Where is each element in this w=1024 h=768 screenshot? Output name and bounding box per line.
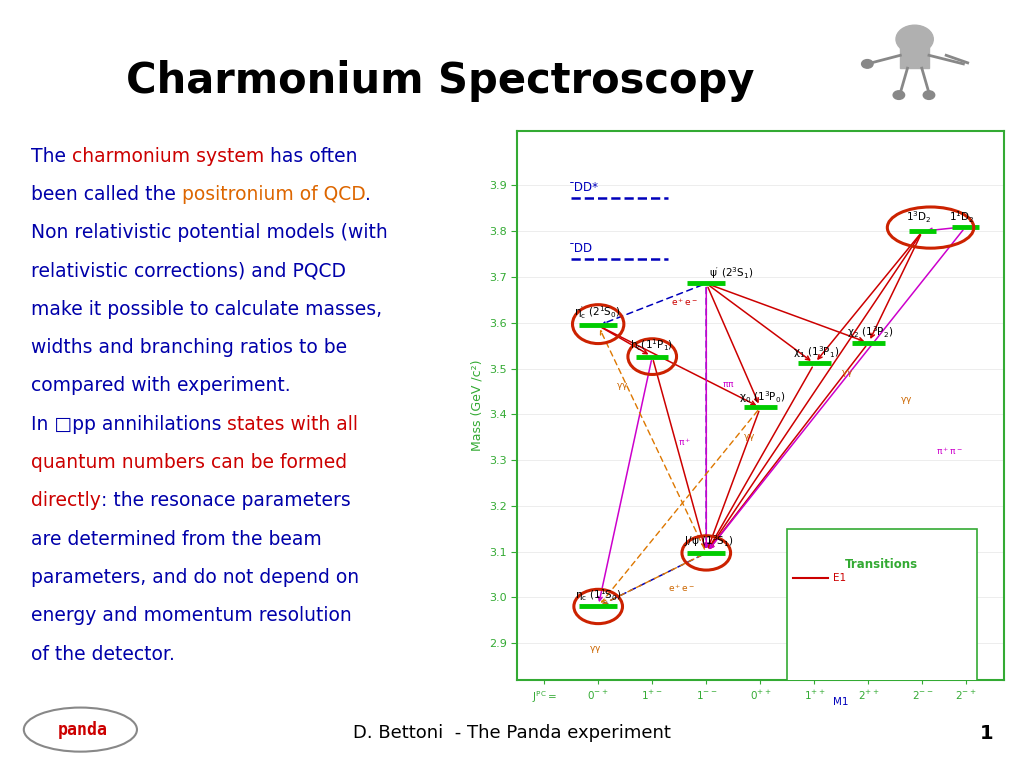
FancyArrowPatch shape xyxy=(710,346,866,548)
Text: $\chi_2$ (1$^3$P$_2$): $\chi_2$ (1$^3$P$_2$) xyxy=(847,324,893,339)
Text: : the resonace parameters: : the resonace parameters xyxy=(100,492,350,511)
FancyArrowPatch shape xyxy=(708,287,758,402)
Text: quantum numbers can be formed: quantum numbers can be formed xyxy=(31,453,347,472)
Text: ¯DD: ¯DD xyxy=(568,242,593,254)
FancyArrowPatch shape xyxy=(710,230,964,548)
Text: J/$\psi$ (1$^3$S$_1$): J/$\psi$ (1$^3$S$_1$) xyxy=(684,534,733,549)
Text: of the detector.: of the detector. xyxy=(31,644,175,664)
Text: Non relativistic potential models (with: Non relativistic potential models (with xyxy=(31,223,387,242)
Text: $\eta_c'$ (2$^1$S$_0$): $\eta_c'$ (2$^1$S$_0$) xyxy=(573,305,621,321)
Text: $\gamma\gamma$: $\gamma\gamma$ xyxy=(589,644,602,655)
Text: $\chi_1$ (1$^3$P$_1$): $\chi_1$ (1$^3$P$_1$) xyxy=(793,345,839,360)
Text: $e^+e^-$: $e^+e^-$ xyxy=(669,582,695,594)
FancyArrowPatch shape xyxy=(818,234,920,359)
Text: positronium of QCD: positronium of QCD xyxy=(181,185,366,204)
FancyArrowPatch shape xyxy=(871,235,921,338)
Circle shape xyxy=(893,91,904,99)
Text: M1: M1 xyxy=(834,697,849,707)
FancyBboxPatch shape xyxy=(787,528,977,768)
Text: Charmonium Spectroscopy: Charmonium Spectroscopy xyxy=(126,60,755,101)
FancyArrowPatch shape xyxy=(705,287,709,547)
Text: $\gamma\gamma$: $\gamma\gamma$ xyxy=(841,368,853,379)
Text: $h_c$(1$^1$P$_1$): $h_c$(1$^1$P$_1$) xyxy=(630,338,673,353)
Text: Transitions: Transitions xyxy=(846,558,919,571)
FancyArrowPatch shape xyxy=(710,367,812,548)
Text: E1: E1 xyxy=(834,573,847,583)
FancyArrowPatch shape xyxy=(708,412,759,548)
Text: $e^+e^-$: $e^+e^-$ xyxy=(671,296,698,308)
Text: ¯DD*: ¯DD* xyxy=(568,180,598,194)
Text: make it possible to calculate masses,: make it possible to calculate masses, xyxy=(31,300,382,319)
Text: $\psi'$ (2$^3$S$_1$): $\psi'$ (2$^3$S$_1$) xyxy=(709,265,754,280)
Text: been called the: been called the xyxy=(31,185,181,204)
Text: has often: has often xyxy=(264,147,357,166)
Text: are determined from the beam: are determined from the beam xyxy=(31,530,322,548)
Text: energy and momentum resolution: energy and momentum resolution xyxy=(31,606,351,625)
Text: $\pi\pi$: $\pi\pi$ xyxy=(722,380,734,389)
FancyArrowPatch shape xyxy=(604,285,702,324)
Text: panda: panda xyxy=(58,720,109,739)
FancyArrowPatch shape xyxy=(710,235,921,548)
Text: $\gamma\gamma$: $\gamma\gamma$ xyxy=(900,395,912,406)
Y-axis label: Mass (GeV /c²): Mass (GeV /c²) xyxy=(470,359,483,451)
Text: The: The xyxy=(31,147,72,166)
FancyArrowPatch shape xyxy=(602,328,647,354)
Text: .: . xyxy=(366,185,372,204)
FancyArrowPatch shape xyxy=(603,554,702,604)
Circle shape xyxy=(924,91,935,99)
FancyArrowPatch shape xyxy=(603,554,702,604)
Text: 1$^3$D$_2$: 1$^3$D$_2$ xyxy=(906,210,932,225)
Circle shape xyxy=(896,25,933,53)
Text: states with all: states with all xyxy=(227,415,358,434)
Text: 1$^1$D$_2$: 1$^1$D$_2$ xyxy=(949,210,975,225)
Text: D. Bettoni  - The Panda experiment: D. Bettoni - The Panda experiment xyxy=(353,724,671,743)
Text: 1: 1 xyxy=(980,724,993,743)
Text: $\pi^+$: $\pi^+$ xyxy=(678,436,691,448)
Text: $\gamma\gamma$: $\gamma\gamma$ xyxy=(616,382,629,392)
FancyArrowPatch shape xyxy=(929,227,962,232)
Circle shape xyxy=(861,60,873,68)
FancyArrowPatch shape xyxy=(602,411,758,602)
FancyArrowPatch shape xyxy=(600,331,705,549)
FancyArrowPatch shape xyxy=(705,287,709,547)
Text: $\eta_c$ (1$^1$S$_0$): $\eta_c$ (1$^1$S$_0$) xyxy=(575,587,623,603)
Bar xyxy=(900,45,929,68)
FancyArrowPatch shape xyxy=(598,361,651,601)
Text: parameters, and do not depend on: parameters, and do not depend on xyxy=(31,568,358,587)
Text: $\chi_0$ (1$^3$P$_0$): $\chi_0$ (1$^3$P$_0$) xyxy=(738,389,785,405)
FancyArrowPatch shape xyxy=(711,285,863,341)
FancyArrowPatch shape xyxy=(653,361,706,548)
FancyArrowPatch shape xyxy=(710,286,810,360)
Text: $\gamma\gamma$: $\gamma\gamma$ xyxy=(743,432,756,442)
FancyArrowPatch shape xyxy=(602,327,755,405)
Text: compared with experiment.: compared with experiment. xyxy=(31,376,291,396)
Ellipse shape xyxy=(24,707,137,752)
Text: relativistic corrections) and PQCD: relativistic corrections) and PQCD xyxy=(31,261,346,280)
Text: directly: directly xyxy=(31,492,100,511)
Text: widths and branching ratios to be: widths and branching ratios to be xyxy=(31,338,347,357)
Text: charmonium system: charmonium system xyxy=(72,147,264,166)
Text: $\pi^+\pi^-$: $\pi^+\pi^-$ xyxy=(936,445,963,457)
Text: In □pp annihilations: In □pp annihilations xyxy=(31,415,227,434)
